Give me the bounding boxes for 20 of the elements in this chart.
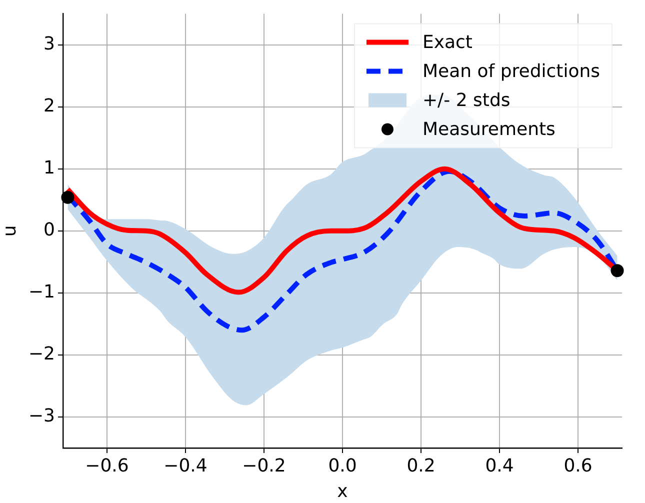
- x-tick-label: −0.4: [164, 455, 208, 476]
- x-tick-label: −0.6: [85, 455, 129, 476]
- y-tick-label: 3: [44, 33, 55, 54]
- x-tick-label: 0.4: [485, 455, 514, 476]
- y-tick-label: 1: [44, 158, 55, 179]
- legend-label: Mean of predictions: [422, 60, 600, 82]
- y-tick-label: 0: [44, 220, 55, 241]
- x-tick-label: −0.2: [242, 455, 286, 476]
- y-tick-label: −1: [28, 282, 55, 303]
- legend-label: +/- 2 stds: [422, 90, 510, 111]
- y-tick-label: −2: [28, 344, 55, 365]
- x-tick-label: 0.0: [328, 455, 357, 476]
- x-tick-label: 0.2: [406, 455, 436, 476]
- x-axis-title: x: [337, 480, 348, 502]
- y-tick-label: 2: [44, 96, 55, 117]
- y-axis-title: u: [0, 225, 20, 237]
- y-tick-label: −3: [28, 406, 55, 427]
- legend-label: Exact: [422, 32, 472, 53]
- x-tick-label: 0.6: [564, 455, 592, 476]
- legend-label: Measurements: [422, 118, 556, 140]
